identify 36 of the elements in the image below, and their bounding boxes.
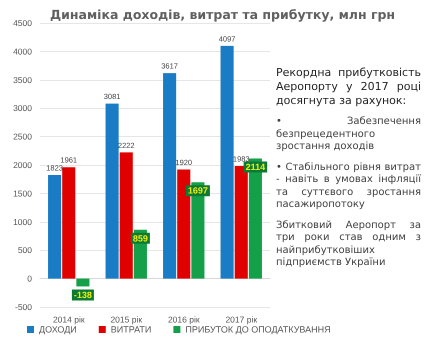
text: • Стабільного рівня витрат - навіть в умовах інфляції та суттєвого зростання пасажиропотоку (276, 162, 421, 212)
bar (177, 170, 190, 279)
y-tick-label: 3500 (13, 74, 32, 85)
legend-label: ВИТРАТИ (110, 324, 152, 334)
y-tick-label: 0 (27, 274, 32, 284)
y-tick-label: 3000 (13, 103, 32, 114)
bar (76, 278, 90, 286)
y-tick-label: 1500 (13, 188, 32, 198)
x-tick-label: 2016 рік (168, 314, 200, 324)
legend-label: ДОХОДИ (39, 324, 77, 334)
data-label: 2114 (246, 162, 266, 172)
y-tick-label: 2500 (13, 132, 32, 142)
bar (163, 73, 176, 279)
y-tick-label: 1000 (13, 216, 32, 227)
text: Рекордна прибутковість Аеропорту у 2017 році досягнута за рахунок: (276, 66, 421, 108)
x-tick-label: 2015 рік (110, 314, 142, 324)
x-tick-label: 2014 рік (52, 314, 85, 324)
y-tick-label: 500 (18, 245, 32, 256)
text: Збитковий Аеропорт за три роки став одним з найприбутковіших підприємств України (276, 220, 421, 270)
bar (220, 46, 234, 279)
bar (120, 152, 133, 279)
data-label: -138 (74, 290, 92, 300)
y-tick-label: 4500 (13, 18, 32, 28)
bar (106, 104, 119, 279)
data-label: 859 (132, 233, 148, 244)
y-tick-label: -500 (14, 302, 32, 312)
text: • Забезпечення безпрецедентного зростання доходів (276, 116, 421, 154)
bar (234, 166, 248, 279)
x-tick-label: 2017 рік (225, 314, 258, 324)
data-label: 1697 (188, 186, 208, 196)
legend-label: ПРИБУТОК ДО ОПОДАТКУВАННЯ (185, 324, 331, 334)
bar (48, 175, 62, 279)
y-tick-label: 4000 (13, 46, 32, 56)
y-tick-label: 2000 (13, 160, 32, 170)
bar (62, 167, 76, 279)
chart-title: Динаміка доходів, витрат та прибутку, млн грн (50, 7, 396, 22)
